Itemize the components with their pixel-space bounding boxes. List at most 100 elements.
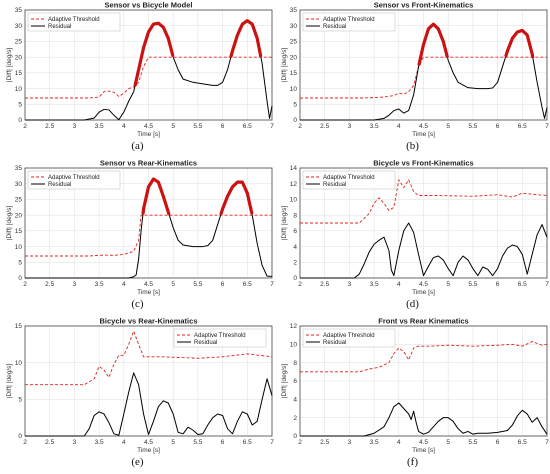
chart-svg: 2 2.5 3 3.5 4 4.5 5 5.5 6 6.5 7 0 5 10 15 20 25 30 35 Senso… — [6, 159, 274, 297]
legend-label: Adaptive Threshold — [194, 333, 246, 339]
x-tick-label: 7 — [270, 123, 274, 130]
chart-panel: 2 2.5 3 3.5 4 4.5 5 5.5 6 6.5 7 0 5 10 15 20 25 30 35 Senso… — [275, 0, 550, 158]
chart-svg: 2 2.5 3 3.5 4 4.5 5 5.5 6 6.5 702468101214Bicycle … — [281, 159, 549, 297]
x-axis-label: Time [s] — [137, 447, 160, 454]
x-tick-label: 5 — [171, 281, 175, 288]
chart-panel: 2 2.5 3 3.5 4 4.5 5 5.5 6 6.5 7 0 5 10 15 20 25 30 35 Senso… — [0, 0, 275, 158]
y-tick-label: 4 — [293, 244, 297, 251]
chart-svg: 2 2.5 3 3.5 4 4.5 5 5.5 6 6.5 7 0 5 10 15 20 25 30 35 Senso… — [281, 1, 549, 139]
chart-panel: 2 2.5 3 3.5 4 4.5 5 5.5 6 6.5 7 0 5 10 15 20 25 30 35 Senso… — [0, 158, 275, 316]
y-axis-label: |Diff| [deg/s] — [6, 364, 13, 399]
x-tick-label: 2 — [298, 123, 302, 130]
legend-label: Adaptive Threshold — [323, 333, 375, 339]
y-tick-label: 20 — [290, 54, 298, 61]
x-tick-label: 3.5 — [370, 123, 379, 130]
residual-line — [25, 372, 273, 437]
chart-title: Front vs Rear Kinematics — [378, 317, 468, 326]
x-tick-label: 6.5 — [518, 123, 527, 130]
y-tick-label: 25 — [290, 39, 298, 46]
y-tick-label: 6 — [293, 228, 297, 235]
y-axis-label: |Diff| [deg/s] — [281, 364, 288, 399]
y-axis-label: |Diff| [deg/s] — [6, 206, 13, 241]
x-tick-label: 4.5 — [419, 281, 428, 288]
y-tick-label: 10 — [290, 197, 298, 204]
x-axis-label: Time [s] — [137, 289, 160, 296]
legend-label: Adaptive Threshold — [48, 175, 100, 181]
x-tick-label: 3.5 — [95, 123, 104, 130]
x-tick-label: 4 — [397, 439, 401, 446]
x-tick-label: 5 — [446, 123, 450, 130]
x-tick-label: 3 — [348, 439, 352, 446]
y-tick-label: 30 — [15, 181, 23, 188]
x-tick-label: 7 — [545, 123, 549, 130]
legend-label: Residual — [323, 340, 346, 346]
y-tick-label: 2 — [293, 259, 297, 266]
threshold-line — [300, 341, 548, 373]
x-tick-label: 6.5 — [243, 123, 252, 130]
x-tick-label: 3.5 — [95, 281, 104, 288]
chart-title: Bicycle vs Rear-Kinematics — [100, 317, 198, 326]
x-tick-label: 2.5 — [45, 281, 54, 288]
x-tick-label: 6 — [221, 123, 225, 130]
y-tick-label: 25 — [15, 197, 23, 204]
chart-svg: 2 2.5 3 3.5 4 4.5 5 5.5 6 6.5 7 0 5 10 15 Bicycle vs Re… — [6, 317, 274, 455]
y-tick-label: 15 — [15, 70, 23, 77]
threshold-line — [25, 214, 272, 257]
y-tick-label: 8 — [293, 212, 297, 219]
x-tick-label: 3.5 — [370, 281, 379, 288]
chart-title: Sensor vs Front-Kinematics — [374, 1, 474, 10]
x-tick-label: 2 — [298, 281, 302, 288]
x-tick-label: 4.5 — [419, 439, 428, 446]
panel-caption: (c) — [131, 298, 144, 310]
x-tick-label: 3 — [73, 439, 77, 446]
y-tick-label: 10 — [15, 244, 23, 251]
x-tick-label: 5 — [171, 439, 175, 446]
chart-title: Sensor vs Rear-Kinematics — [100, 159, 197, 168]
x-tick-label: 6 — [496, 281, 500, 288]
exceedance-highlight — [219, 180, 254, 216]
y-tick-label: 30 — [15, 23, 23, 30]
y-tick-label: 0 — [293, 433, 297, 440]
y-axis-label: |Diff| [deg/s] — [6, 48, 13, 83]
x-tick-label: 4 — [397, 123, 401, 130]
x-axis-label: Time [s] — [412, 447, 435, 454]
y-tick-label: 6 — [293, 378, 297, 385]
y-tick-label: 12 — [290, 181, 298, 188]
x-tick-label: 7 — [270, 439, 274, 446]
legend-label: Adaptive Threshold — [323, 175, 375, 181]
legend-label: Adaptive Threshold — [48, 17, 100, 23]
x-tick-label: 4 — [122, 281, 126, 288]
x-tick-label: 5.5 — [193, 281, 202, 288]
y-tick-label: 5 — [293, 101, 297, 108]
exceedance-highlight — [141, 177, 171, 216]
x-tick-label: 6 — [221, 439, 225, 446]
x-tick-label: 6.5 — [243, 439, 252, 446]
y-tick-label: 35 — [290, 7, 298, 14]
y-tick-label: 35 — [15, 165, 23, 172]
x-tick-label: 6.5 — [518, 281, 527, 288]
x-tick-label: 5.5 — [468, 123, 477, 130]
x-tick-label: 2 — [23, 439, 27, 446]
x-tick-label: 2.5 — [45, 123, 54, 130]
y-tick-label: 10 — [290, 86, 298, 93]
x-tick-label: 6.5 — [243, 281, 252, 288]
x-axis-label: Time [s] — [412, 131, 435, 138]
x-tick-label: 2.5 — [320, 281, 329, 288]
x-tick-label: 3.5 — [370, 439, 379, 446]
panel-caption: (f) — [407, 456, 418, 468]
threshold-line — [25, 56, 272, 99]
x-tick-label: 3 — [73, 123, 77, 130]
chart-panel: 2 2.5 3 3.5 4 4.5 5 5.5 6 6.5 7 0 2 4 6 8 10 12 Front vs R… — [275, 316, 550, 474]
threshold-line — [25, 330, 273, 386]
x-tick-label: 3.5 — [95, 439, 104, 446]
y-tick-label: 8 — [293, 360, 297, 367]
chart-panel: 2 2.5 3 3.5 4 4.5 5 5.5 6 6.5 7 0 2 4 6 8 10 12 14 Bicycle … — [275, 158, 550, 316]
x-tick-label: 7 — [270, 281, 274, 288]
legend-label: Adaptive Threshold — [323, 17, 375, 23]
threshold-line — [300, 56, 547, 99]
